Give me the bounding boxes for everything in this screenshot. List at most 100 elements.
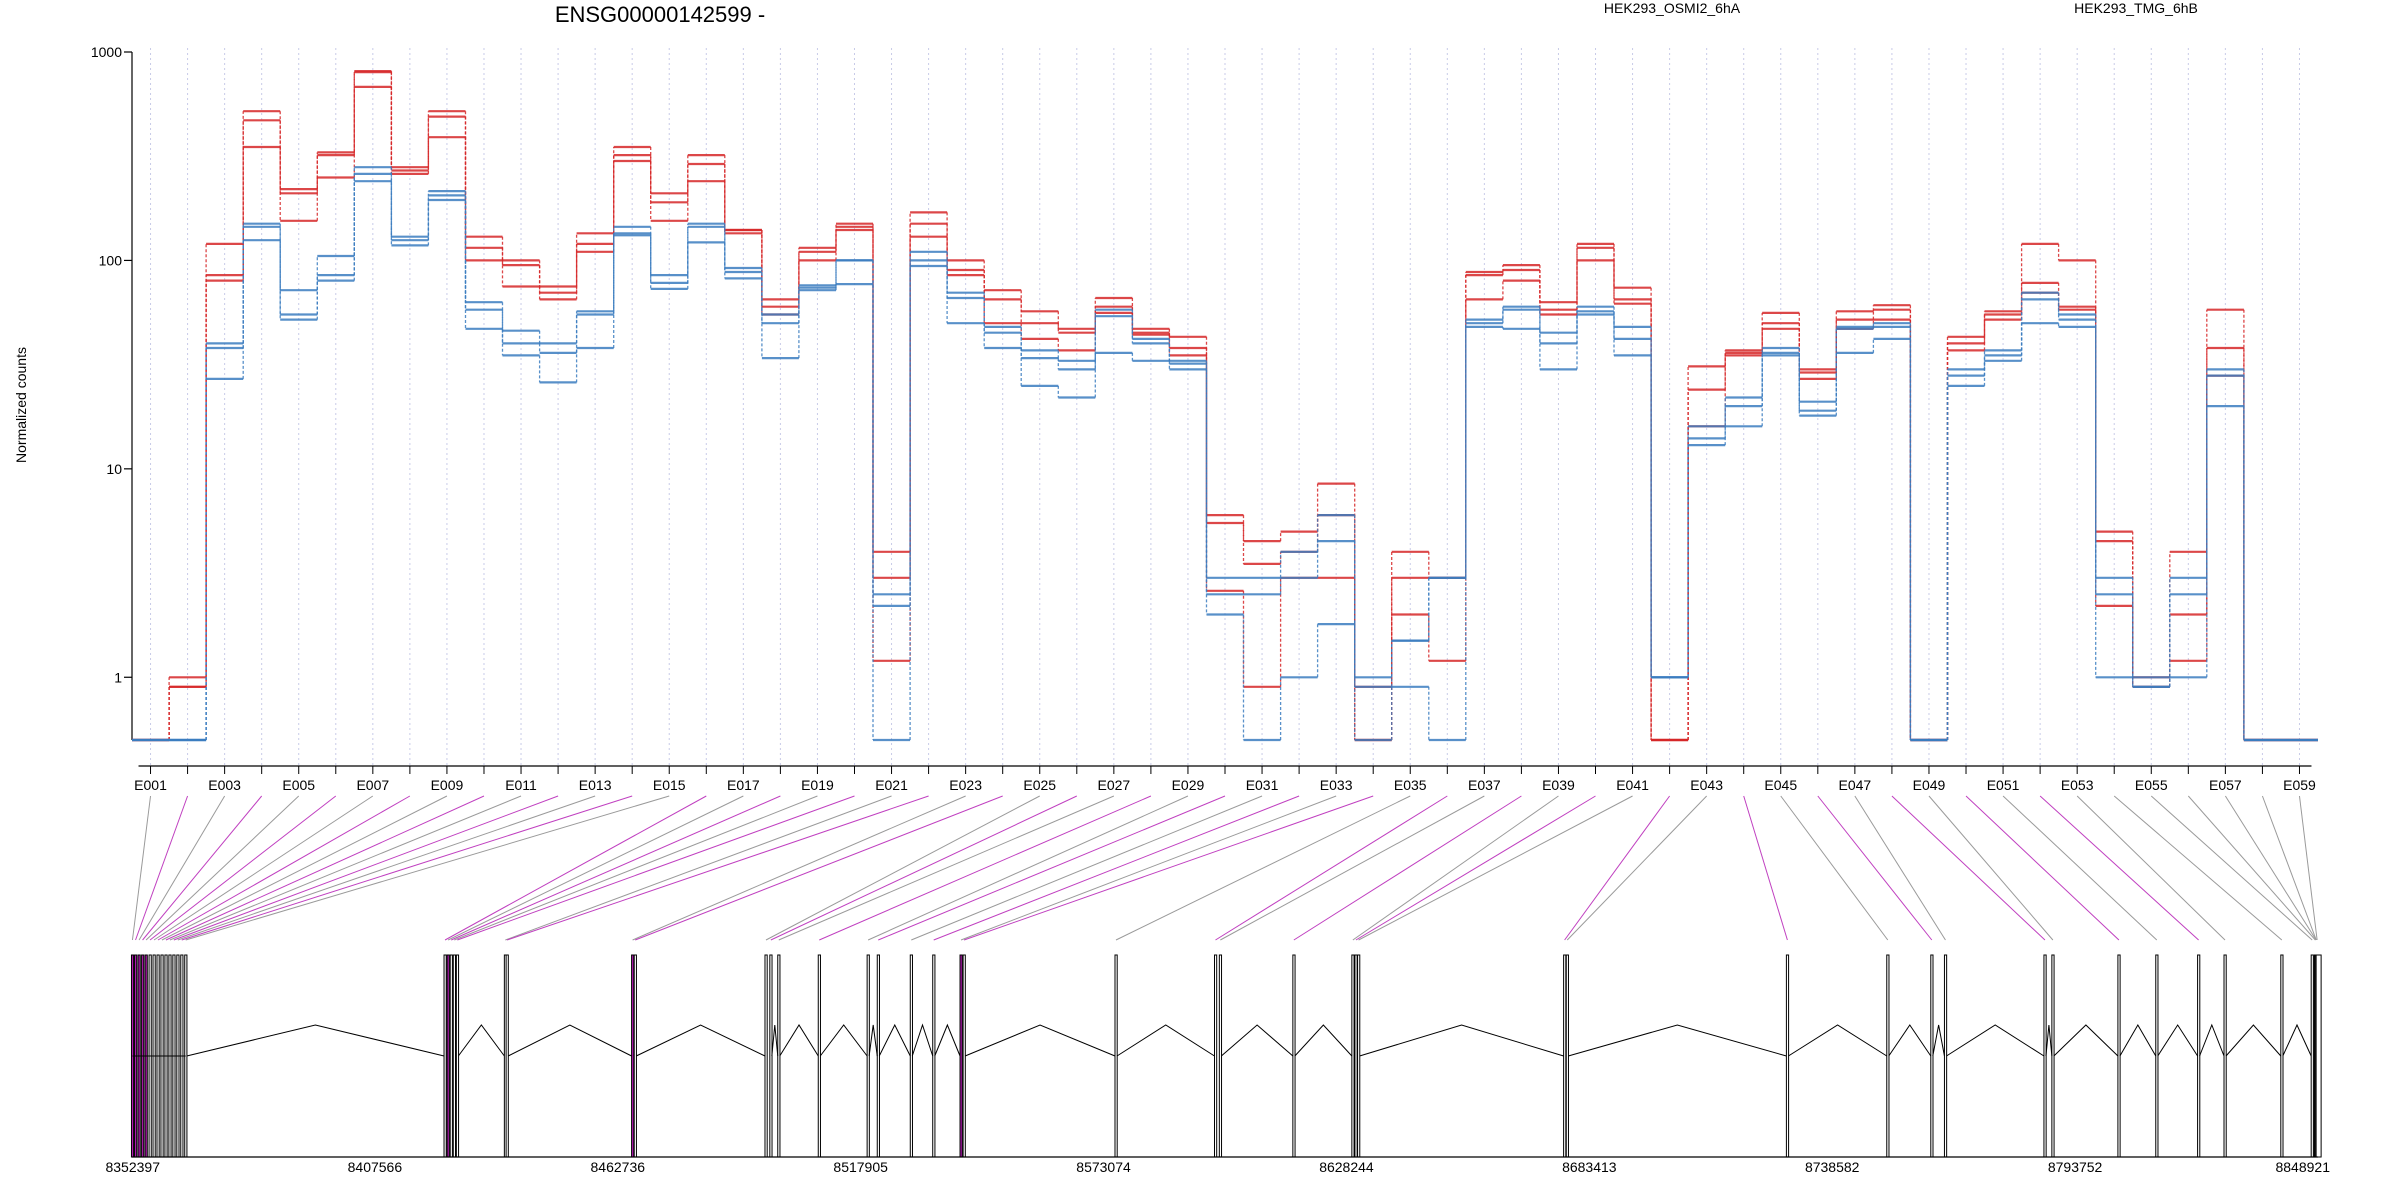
exon-connector	[149, 795, 337, 941]
intron-line	[1568, 1024, 1787, 1057]
exon-connector	[1817, 795, 1933, 941]
exon-connector	[447, 795, 744, 941]
exon-label: E031	[1246, 777, 1279, 793]
exon-connector	[165, 795, 485, 941]
exon-label: E009	[431, 777, 464, 793]
exon-connector	[2039, 795, 2199, 941]
exon-label: E047	[1839, 777, 1872, 793]
exon-box	[1218, 954, 1223, 1158]
exon-connector	[1220, 795, 1485, 941]
exon-label: E039	[1542, 777, 1575, 793]
exon-label: E057	[2209, 777, 2242, 793]
exon-connector	[169, 795, 522, 941]
exon-connector	[138, 795, 226, 941]
exon-connector	[173, 795, 559, 941]
exon-box	[633, 954, 637, 1158]
exon-connector	[770, 795, 1078, 941]
exon-connector	[1215, 795, 1448, 941]
exon-connector	[878, 795, 1226, 941]
exon-connector	[161, 795, 448, 941]
exon-connector	[765, 795, 1040, 941]
intron-line	[1221, 1024, 1294, 1057]
exon-connector	[451, 795, 781, 941]
intron-line	[2225, 1024, 2282, 1057]
exon-connector	[1115, 795, 1411, 941]
y-tick-label: 100	[99, 252, 123, 268]
exon-connector	[454, 795, 818, 941]
exon-box	[817, 954, 821, 1158]
exon-box	[2223, 954, 2227, 1158]
exon-box	[443, 954, 447, 1158]
intron-line	[2199, 1023, 2225, 1057]
exon-box	[449, 954, 453, 1158]
intron-line	[2157, 1024, 2199, 1057]
exon-connector	[444, 795, 707, 941]
exon-connector	[1293, 795, 1522, 941]
exon-label: E043	[1690, 777, 1723, 793]
exon-box	[2043, 954, 2047, 1158]
exon-box	[1785, 954, 1790, 1158]
intron-line	[2045, 1024, 2053, 1057]
exon-box	[631, 954, 635, 1158]
y-tick-label: 1000	[91, 44, 122, 60]
genomic-tick-label: 8573074	[1076, 1159, 1131, 1175]
exon-connector	[1965, 795, 2120, 941]
exon-connector	[145, 795, 300, 941]
exon-connector	[635, 795, 1003, 941]
exon-connector	[1891, 795, 2046, 941]
intron-line	[1294, 1024, 1353, 1057]
exon-connector	[1564, 795, 1671, 941]
exon-connector	[1743, 795, 1788, 941]
intron-line	[1946, 1024, 2045, 1057]
genomic-tick-label: 8683413	[1562, 1159, 1617, 1175]
exon-connector	[2076, 795, 2226, 941]
exon-box	[1213, 954, 1218, 1158]
exon-label: E003	[208, 777, 241, 793]
exon-box	[1886, 954, 1890, 1158]
exon-box	[932, 954, 936, 1158]
intron-line	[636, 1024, 766, 1057]
exon-label: E025	[1023, 777, 1056, 793]
exon-label: E037	[1468, 777, 1501, 793]
exon-label: E005	[282, 777, 315, 793]
exon-box	[1565, 954, 1569, 1158]
exon-label: E023	[949, 777, 982, 793]
exon-connector	[1566, 795, 1708, 941]
exon-box	[769, 954, 773, 1158]
exon-connector	[135, 795, 189, 941]
exon-connector	[505, 795, 892, 941]
intron-line	[964, 1024, 1116, 1057]
intron-line	[771, 1024, 779, 1057]
intron-line	[819, 1024, 868, 1057]
vertical-gridlines	[150, 48, 2300, 766]
series-step-levels	[132, 180, 2318, 742]
exon-label: E027	[1097, 777, 1130, 793]
genomic-tick-label: 8628244	[1319, 1159, 1374, 1175]
exon-box	[764, 954, 768, 1158]
exon-box	[452, 954, 456, 1158]
exon-box	[1114, 954, 1118, 1158]
exon-connector	[157, 795, 411, 941]
intron-line	[507, 1024, 632, 1057]
intron-line	[934, 1023, 961, 1057]
exon-connector	[960, 795, 1337, 941]
exon-box	[866, 954, 870, 1158]
exon-connector	[2224, 795, 2317, 941]
exon-connector	[1780, 795, 1889, 941]
exon-connector	[1352, 795, 1559, 941]
exon-connector	[506, 795, 929, 941]
exon-box	[2117, 954, 2121, 1158]
y-axis: 1 10 100 1000	[91, 44, 133, 740]
exon-box	[2051, 954, 2055, 1158]
exon-connector	[1355, 795, 1596, 941]
exon-box	[446, 954, 450, 1158]
exon-label: E059	[2283, 777, 2316, 793]
exon-label: E053	[2061, 777, 2094, 793]
exon-connector	[185, 795, 670, 941]
genomic-tick-label: 8848921	[2275, 1159, 2330, 1175]
series-step-transitions	[205, 181, 2245, 740]
exon-connector	[867, 795, 1189, 941]
exon-connector	[2298, 795, 2318, 941]
exon-box	[1357, 954, 1361, 1158]
